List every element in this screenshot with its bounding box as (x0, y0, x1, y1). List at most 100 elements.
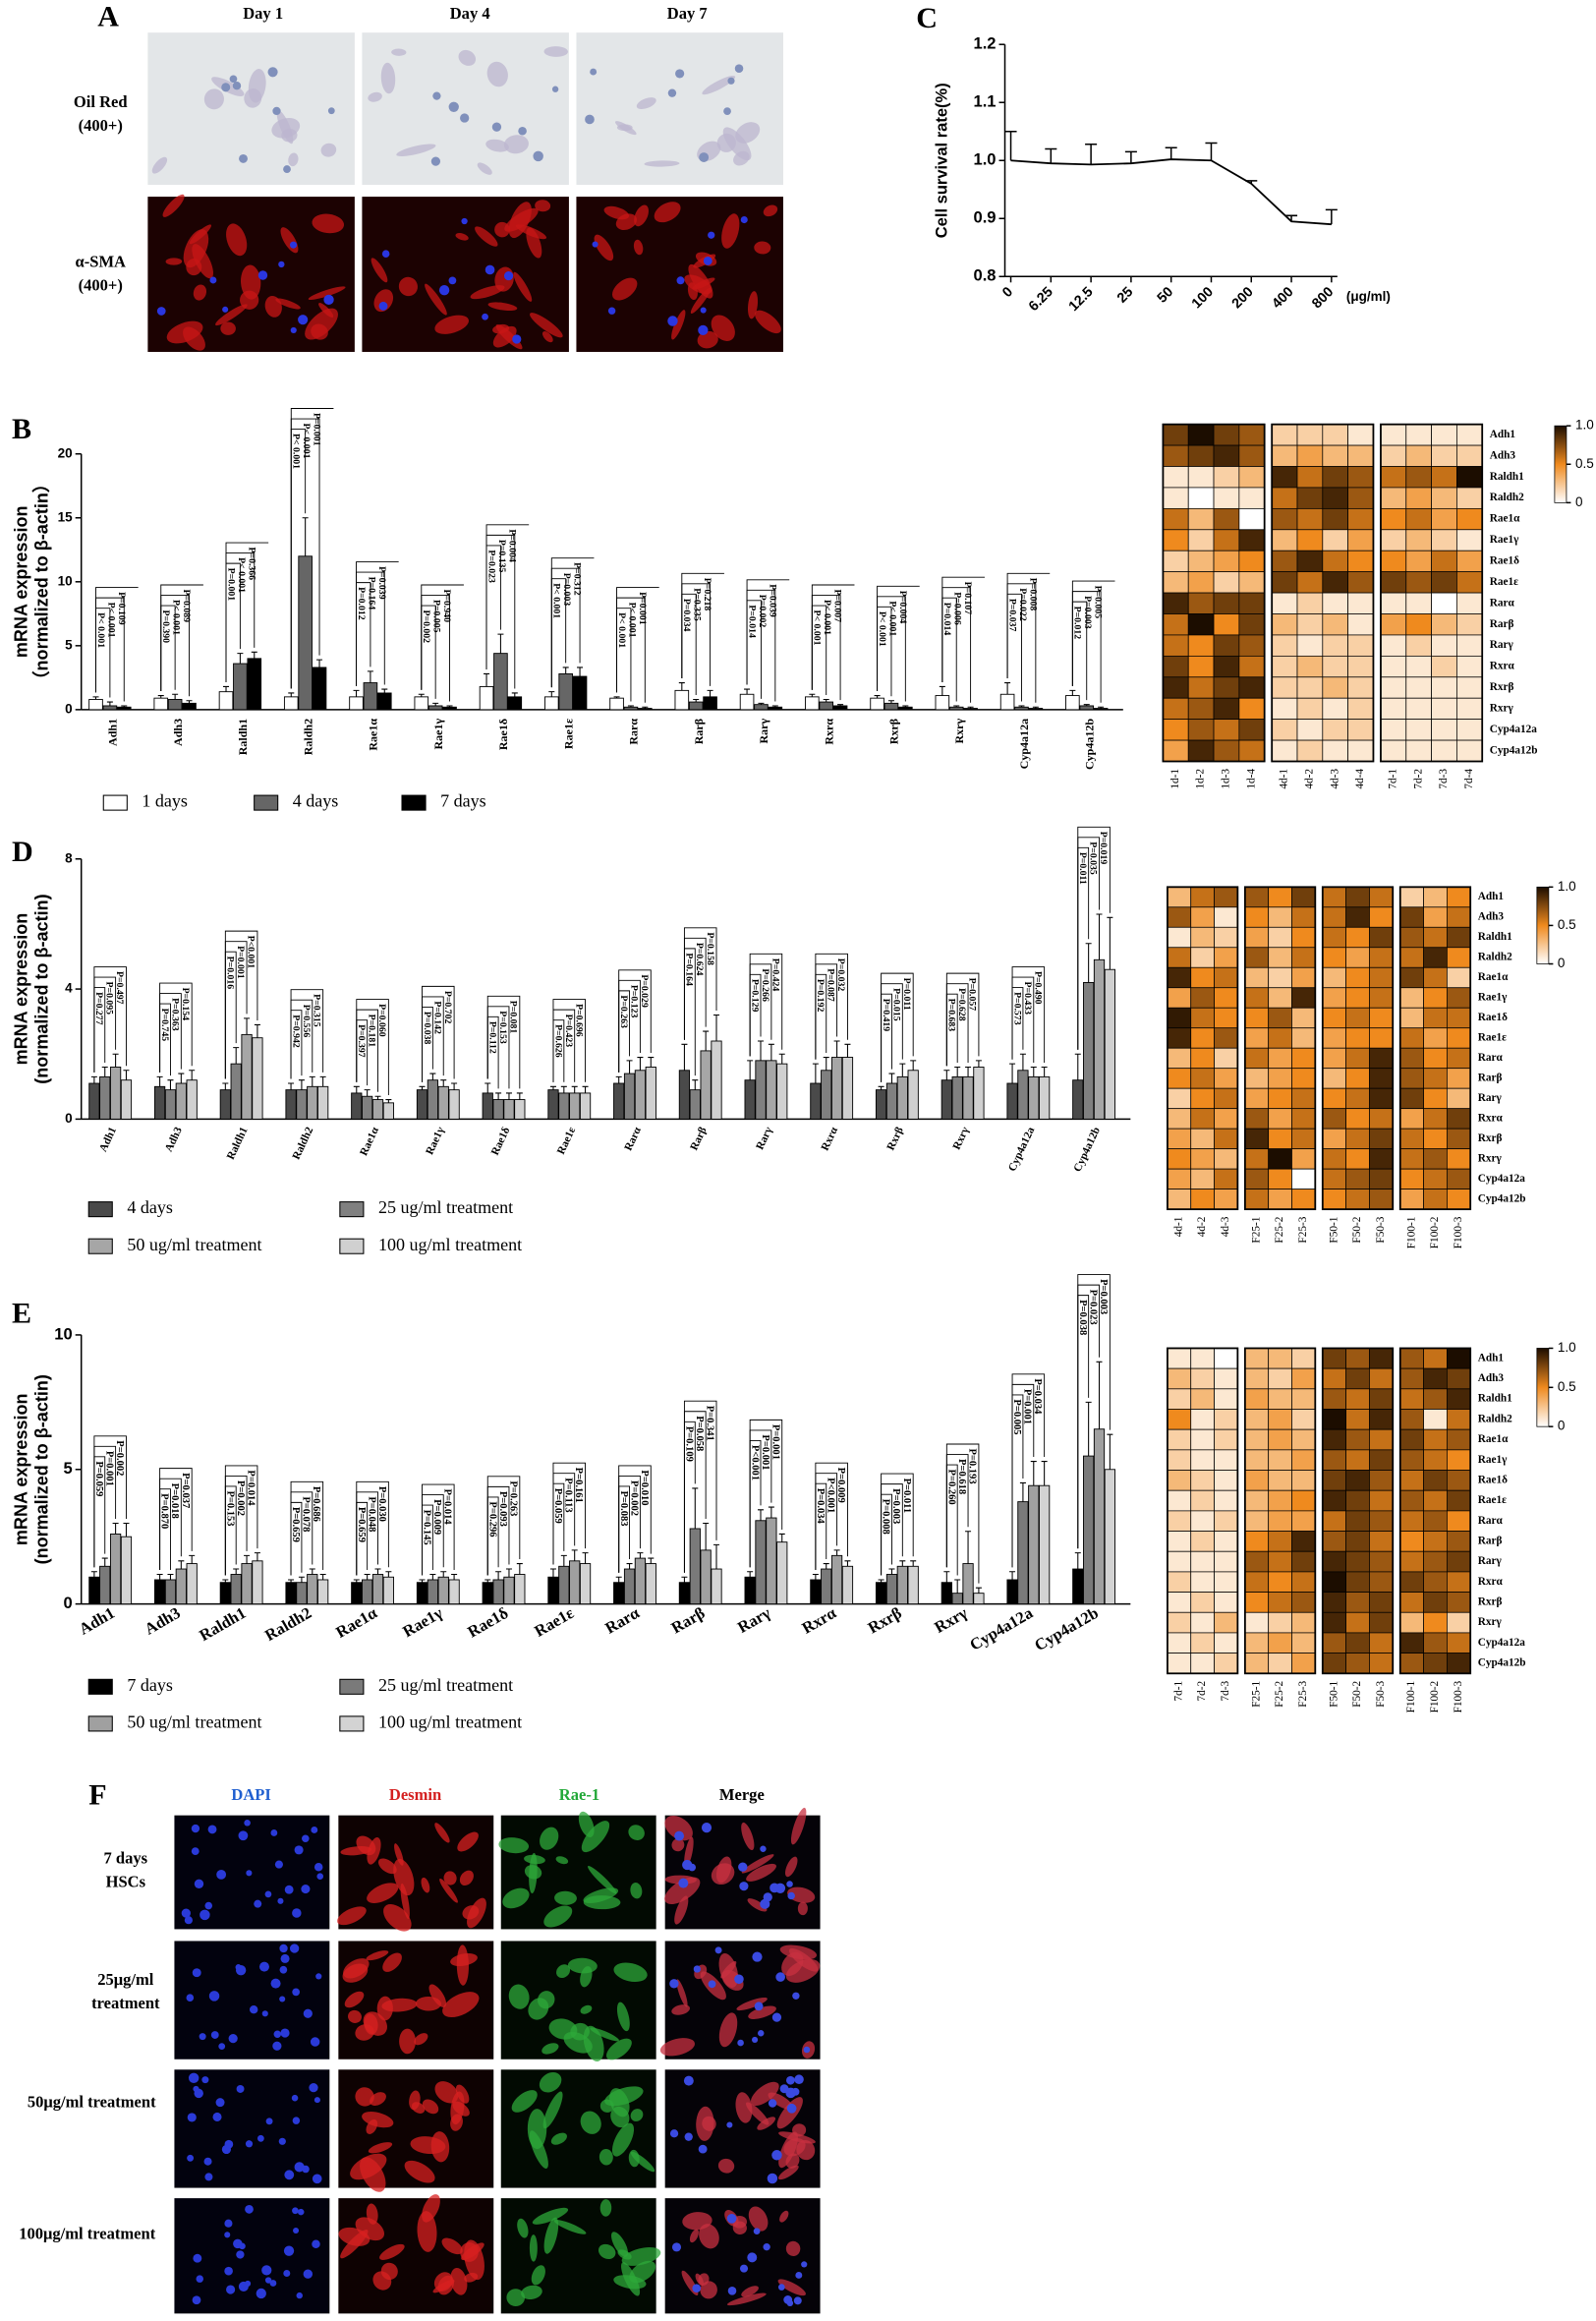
heatmap-cell (1291, 1128, 1316, 1150)
heatmap-cell (1190, 1449, 1215, 1471)
cell (543, 1905, 573, 1928)
heatmap-cell (1213, 592, 1240, 614)
error-bar (178, 1560, 185, 1570)
cell (664, 1877, 701, 1904)
column-label: 4d-2 (1196, 1216, 1208, 1237)
p-value: P=0.626 (552, 1024, 563, 1058)
cell (750, 2081, 779, 2106)
nucleus (246, 1870, 253, 1877)
micrograph (576, 32, 783, 186)
heatmap-cell (1369, 1007, 1394, 1029)
nucleus (758, 2030, 765, 2037)
p-value: P=0.095 (104, 982, 115, 1015)
column-label: Day 1 (243, 4, 283, 23)
heatmap-cell (1322, 1592, 1346, 1613)
heatmap-cell (1447, 1531, 1471, 1552)
heatmap-cell (1268, 1047, 1292, 1070)
heatmap-cell (1167, 1550, 1192, 1573)
y-tick-label: 8 (65, 850, 73, 865)
cell (398, 276, 418, 297)
nucleus (316, 1873, 324, 1880)
error-bar (778, 1533, 785, 1542)
heatmap-cell (1214, 1007, 1238, 1029)
nucleus (701, 1823, 712, 1833)
nucleus (491, 122, 502, 132)
p-value: P=0.011 (901, 1479, 912, 1514)
significance-bracket (552, 1462, 587, 1565)
heatmap-cell (1322, 739, 1349, 762)
heatmap-cell (1399, 1571, 1424, 1593)
p-value: P=0.032 (835, 958, 846, 992)
heatmap-cell (1399, 947, 1424, 968)
micrograph (174, 2069, 330, 2188)
heatmap-cell (1163, 613, 1189, 636)
p-value: P< 0.001 (886, 601, 897, 636)
heatmap-cell (1213, 424, 1240, 446)
cell (528, 1998, 549, 2020)
heatmap-cell (1369, 1550, 1394, 1573)
p-value: P=0.016 (225, 957, 236, 990)
heatmap-cell (1345, 1449, 1370, 1471)
cell (183, 229, 209, 268)
heatmap-cell (1244, 1611, 1270, 1634)
bar (1006, 1579, 1018, 1605)
cell (580, 2111, 601, 2134)
column-label: F50-1 (1328, 1217, 1340, 1244)
x-tick-label: Cyp4a12a (966, 1603, 1036, 1654)
bar (362, 1579, 373, 1605)
nucleus (669, 1979, 679, 1989)
heatmap-cell (1322, 571, 1349, 594)
heatmap-cell (1447, 1428, 1471, 1451)
p-value: P=0.193 (966, 1449, 977, 1484)
bar (241, 1033, 253, 1120)
p-value: P=0.001 (225, 568, 236, 602)
p-value: P=0.335 (692, 588, 703, 621)
cell (368, 91, 382, 102)
row-label: Adh1 (1490, 429, 1516, 440)
x-tick-label: Raldh2 (291, 1125, 316, 1161)
nucleus (739, 1882, 749, 1891)
heatmap-cell (1163, 719, 1189, 741)
heatmap-cell (1214, 1087, 1238, 1110)
bar (875, 1582, 887, 1605)
heatmap-cell (1345, 1489, 1370, 1512)
row-label: α-SMA (76, 253, 127, 271)
heatmap-cell (1163, 571, 1189, 594)
legend-label: 4 days (127, 1197, 173, 1217)
nucleus (196, 2275, 203, 2283)
p-value: P=0.433 (1022, 982, 1033, 1015)
heatmap-cell (1369, 1571, 1394, 1593)
nucleus (270, 1829, 278, 1836)
nucleus (256, 2288, 266, 2299)
heatmap-cell (1291, 1007, 1316, 1029)
legend-label: 4 days (293, 791, 339, 811)
heatmap-cell (1214, 966, 1238, 989)
p-value: P=0.059 (93, 1461, 104, 1496)
heatmap-cell (1291, 906, 1316, 928)
heatmap-cell (1167, 966, 1192, 989)
p-value: P=0.112 (487, 1021, 498, 1054)
nucleus (218, 2043, 226, 2051)
error-bar (516, 1092, 523, 1100)
p-value: P=0.001 (312, 413, 322, 446)
heatmap-cell (1399, 886, 1424, 908)
heatmap-cell (1447, 1571, 1471, 1593)
heatmap-cell (1238, 697, 1266, 721)
cell (702, 75, 736, 95)
bar (634, 1070, 647, 1120)
heatmap-cell (1167, 1409, 1192, 1430)
significance-bracket (1011, 1373, 1046, 1568)
cell (457, 1831, 479, 1852)
cell (674, 1895, 689, 1925)
error-bar (244, 1554, 251, 1564)
heatmap-cell (1399, 1367, 1424, 1390)
heatmap-cell (1447, 886, 1471, 908)
heatmap-cell (1380, 739, 1407, 762)
legend-swatch (87, 1678, 113, 1695)
heatmap-cell (1423, 1571, 1448, 1593)
nucleus (284, 2170, 295, 2180)
cell (741, 1854, 774, 1874)
nucleus (779, 2084, 789, 2094)
nucleus (778, 2284, 785, 2291)
colorbar-tick-label: 1.0 (1558, 1340, 1576, 1355)
